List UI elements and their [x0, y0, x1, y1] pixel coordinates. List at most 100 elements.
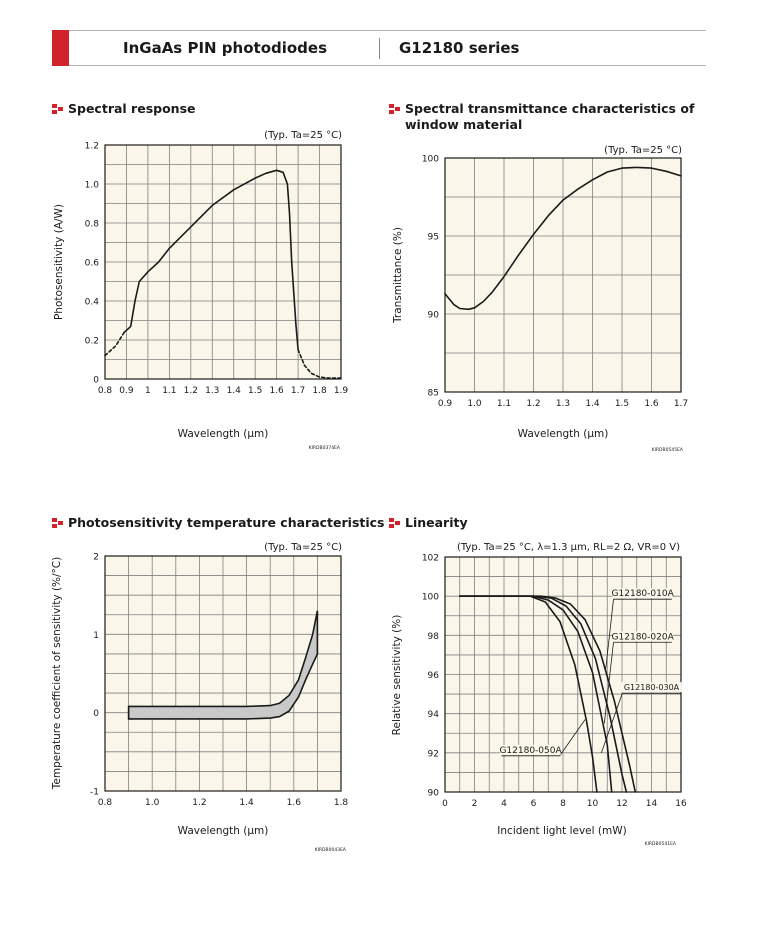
callout-leader: [600, 693, 623, 753]
x-tick-label: 1.6: [644, 399, 659, 409]
section-title-transmittance: Spectral transmittance characteristics o…: [389, 101, 694, 133]
section-title-linearity: Linearity: [389, 515, 468, 531]
y-tick-label: 1.0: [85, 181, 100, 191]
x-tick-label: 2: [472, 799, 478, 809]
x-tick-label: 1.8: [312, 386, 327, 396]
section-marker-icon: [389, 518, 400, 528]
x-tick-label: 1.4: [227, 386, 242, 396]
x-tick-label: 1.6: [287, 798, 302, 808]
y-tick-label: 0: [93, 376, 99, 386]
series-label-g12180-050a: G12180-050A: [499, 746, 562, 756]
figure-code: KIRDB0043EA: [315, 847, 347, 853]
x-tick-label: 1.4: [239, 798, 254, 808]
series-label-g12180-010a: G12180-010A: [612, 589, 675, 599]
chart-temperature-coefficient: 0.8 1.0 1.2 1.4 1.6 1.8 -1 0 1 2 (Typ. Ta=25 °C) Wa…: [51, 542, 348, 853]
callout-leader: [559, 719, 586, 757]
header-accent-bar: [52, 30, 69, 66]
plot-frame: [104, 144, 342, 380]
x-axis-label: Wavelength (μm): [178, 825, 269, 837]
section-title-spectral-response: Spectral response: [52, 101, 195, 117]
section-title-text: Spectral response: [68, 101, 196, 116]
callout-label-bg: [621, 682, 682, 693]
y-tick-label: 96: [428, 671, 440, 681]
y-tick-label: 0.8: [85, 220, 100, 230]
x-tick-label: 1.7: [291, 386, 305, 396]
callout-leader: [603, 642, 614, 724]
callout-label-bg: [500, 744, 561, 755]
chart-transmittance: 0.9 1.0 1.1 1.2 1.3 1.4 1.5 1.6 1.7 85 90 95 100 (Typ…: [392, 145, 688, 453]
y-tick-label: 0: [93, 709, 99, 719]
chart-condition-note: (Typ. Ta=25 °C): [604, 145, 682, 156]
y-tick-label: 0.4: [85, 298, 100, 308]
x-tick-label: 1.3: [556, 399, 570, 409]
temperature-coefficient-band: [127, 610, 319, 720]
callout-label-bg: [612, 588, 673, 599]
header-series-title: G12180 series: [399, 39, 520, 57]
plot-frame: [104, 555, 342, 792]
section-title-text: Photosensitivity temperature characteris…: [68, 515, 385, 530]
page-header: InGaAs PIN photodiodes G12180 series: [52, 30, 706, 66]
y-tick-label: 100: [422, 155, 439, 165]
chart-condition-note: (Typ. Ta=25 °C): [264, 130, 342, 141]
x-tick-label: 1.2: [192, 798, 206, 808]
chart-condition-note: (Typ. Ta=25 °C, λ=1.3 μm, RL=2 Ω, VR=0 V…: [457, 542, 680, 553]
chart-spectral-response: 0.8 0.9 1 1.1 1.2 1.3 1.4 1.5 1.6 1.7 1.8 1.9 0 0.2 0.…: [53, 130, 348, 451]
x-axis-label: Wavelength (μm): [518, 428, 609, 440]
y-tick-label: 1: [93, 631, 99, 641]
series-line-segment-1: [123, 169, 299, 351]
figure-code: KIRDB0545EA: [652, 447, 684, 453]
section-title-line-1: Spectral transmittance characteristics o…: [405, 101, 695, 116]
section-title-line-2: window material: [405, 117, 523, 132]
series-line-segment-2: [297, 349, 342, 379]
plot-frame: [444, 157, 682, 393]
series-label-g12180-020a: G12180-020A: [612, 632, 675, 642]
x-tick-label: 1.4: [585, 399, 600, 409]
x-tick-label: 0.9: [438, 399, 453, 409]
y-tick-label: 85: [428, 389, 439, 399]
x-tick-label: 10: [587, 799, 599, 809]
header-product-title: InGaAs PIN photodiodes: [123, 39, 328, 57]
x-tick-label: 16: [675, 799, 687, 809]
x-tick-label: 1.0: [145, 798, 160, 808]
x-tick-label: 1.6: [269, 386, 284, 396]
callout-leader: [605, 599, 614, 669]
section-marker-icon: [52, 518, 63, 528]
y-tick-label: 98: [428, 632, 440, 642]
y-tick-label: -1: [90, 788, 99, 798]
x-tick-label: 8: [560, 799, 566, 809]
x-tick-label: 0.8: [98, 386, 113, 396]
figure-code: KIRDB0374EA: [309, 445, 341, 451]
x-tick-label: 1.2: [184, 386, 198, 396]
series-line-segment-0: [444, 166, 682, 311]
x-tick-label: 0: [442, 799, 448, 809]
x-tick-label: 1.1: [162, 386, 176, 396]
y-axis-label: Transmittance (%): [392, 227, 404, 324]
y-tick-label: 0.6: [85, 259, 100, 269]
y-tick-label: 90: [428, 311, 440, 321]
section-title-temperature: Photosensitivity temperature characteris…: [52, 515, 385, 531]
header-rule-bottom: [69, 65, 706, 66]
section-title-text: Linearity: [405, 515, 468, 530]
callout-label-bg: [612, 631, 673, 642]
plot-frame: [444, 556, 682, 793]
x-axis-label: Wavelength (μm): [178, 428, 269, 440]
y-tick-label: 90: [428, 789, 440, 799]
y-tick-label: 100: [422, 593, 439, 603]
x-tick-label: 1.2: [526, 399, 540, 409]
section-marker-icon: [389, 104, 400, 114]
x-tick-label: 0.8: [98, 798, 113, 808]
x-tick-label: 1: [145, 386, 151, 396]
y-axis-label: Photosensitivity (A/W): [53, 204, 65, 320]
x-tick-label: 1.7: [674, 399, 688, 409]
y-tick-label: 94: [428, 710, 440, 720]
x-tick-label: 0.9: [119, 386, 134, 396]
x-tick-label: 1.1: [497, 399, 511, 409]
series-line-segment-0: [104, 331, 126, 357]
y-tick-label: 0.2: [85, 337, 99, 347]
x-tick-label: 4: [501, 799, 507, 809]
header-separator: [379, 38, 380, 59]
series-line-g12180-050a: [459, 595, 598, 793]
x-tick-label: 1.3: [205, 386, 219, 396]
x-tick-label: 14: [646, 799, 658, 809]
